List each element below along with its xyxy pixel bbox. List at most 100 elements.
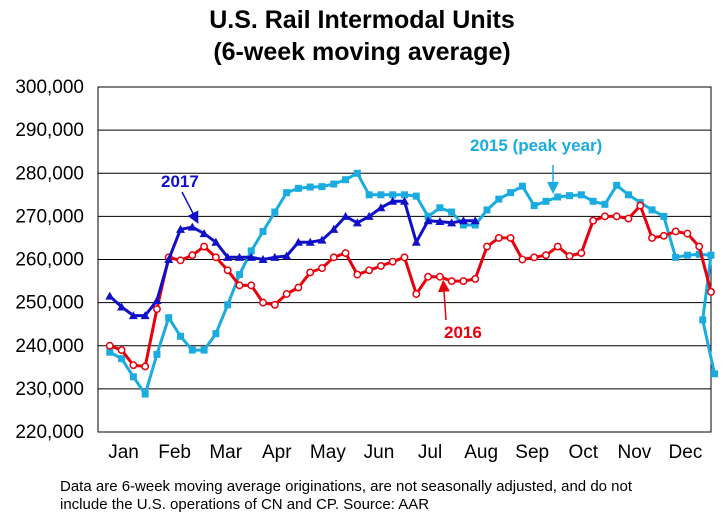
- x-tick-label: Feb: [158, 442, 191, 463]
- data-point: [612, 212, 621, 221]
- data-point: [483, 242, 491, 251]
- x-tick-label: Mar: [209, 442, 242, 463]
- data-point: [223, 266, 232, 275]
- data-point: [412, 192, 420, 200]
- data-point: [506, 233, 515, 242]
- y-tick-label: 280,000: [15, 163, 84, 184]
- data-point: [412, 290, 421, 298]
- chart-subtitle: (6-week moving average): [213, 38, 511, 66]
- x-tick-label: Sep: [515, 442, 549, 463]
- data-point: [118, 355, 126, 363]
- data-point: [117, 302, 127, 311]
- data-point: [165, 314, 173, 322]
- x-tick-label: Nov: [617, 442, 651, 463]
- data-point: [317, 235, 327, 244]
- arrow-2017: [181, 191, 199, 224]
- data-point: [388, 196, 398, 205]
- y-tick-label: 290,000: [15, 120, 84, 141]
- chart-title: U.S. Rail Intermodal Units: [209, 6, 515, 34]
- data-point: [352, 218, 362, 227]
- data-point: [542, 197, 550, 205]
- label-2015: 2015 (peak year): [470, 136, 602, 155]
- data-point: [235, 281, 244, 290]
- y-tick-label: 250,000: [15, 293, 84, 314]
- data-point: [306, 183, 314, 191]
- label-2017: 2017: [161, 172, 199, 191]
- data-point: [293, 237, 303, 246]
- data-point: [447, 277, 456, 286]
- data-point: [294, 283, 303, 292]
- data-point: [341, 249, 350, 257]
- x-tick-label: May: [310, 442, 346, 463]
- x-tick-label: Aug: [464, 442, 498, 463]
- data-point: [365, 191, 373, 199]
- data-point: [129, 373, 137, 381]
- data-point: [318, 183, 326, 191]
- data-point: [530, 202, 538, 210]
- data-point: [153, 350, 161, 358]
- data-point: [234, 252, 244, 261]
- data-point: [305, 237, 315, 246]
- data-point: [223, 252, 233, 261]
- data-point: [259, 227, 267, 235]
- data-point: [212, 330, 220, 338]
- data-point: [341, 211, 351, 220]
- x-axis-ticks: Jan Feb Mar Apr May Jun Jul Aug Sep Oct Nov Dec: [108, 442, 702, 463]
- data-point: [177, 332, 185, 340]
- data-point: [707, 251, 715, 259]
- data-point: [353, 169, 361, 177]
- data-point: [376, 203, 386, 212]
- data-point: [459, 277, 468, 286]
- data-point: [342, 176, 350, 184]
- arrow-2016: [438, 279, 451, 321]
- data-point: [247, 247, 255, 255]
- series-2017: [105, 196, 480, 320]
- data-point: [411, 237, 421, 246]
- data-point: [423, 216, 433, 225]
- data-point: [683, 251, 691, 259]
- data-point: [636, 201, 645, 210]
- footnote-line-2: include the U.S. operations of CN and CP…: [60, 496, 430, 513]
- data-point: [707, 287, 715, 296]
- data-point: [376, 262, 385, 270]
- data-point: [589, 197, 597, 205]
- series-line: [108, 199, 476, 318]
- data-point: [613, 181, 621, 189]
- data-point: [483, 206, 491, 214]
- data-point: [364, 211, 374, 220]
- data-point: [530, 253, 539, 262]
- data-point: [152, 305, 161, 314]
- data-point: [188, 251, 197, 260]
- y-axis-ticks: 220,000 230,000 240,000 250,000 260,000 270,0…: [15, 77, 84, 443]
- data-point: [400, 196, 409, 205]
- data-point: [671, 227, 680, 236]
- data-point: [141, 362, 150, 371]
- series-2015: [106, 169, 719, 398]
- data-point: [235, 271, 243, 279]
- data-point: [188, 346, 196, 354]
- data-point: [270, 300, 279, 309]
- data-point: [695, 242, 704, 251]
- label-2016: 2016: [444, 323, 482, 342]
- series-line: [109, 204, 713, 368]
- data-point: [624, 214, 633, 223]
- data-point: [660, 212, 668, 220]
- data-point: [494, 233, 503, 242]
- data-point: [141, 390, 149, 398]
- data-point: [282, 251, 292, 260]
- data-point: [683, 229, 692, 238]
- data-point: [200, 242, 209, 251]
- data-point: [435, 217, 445, 226]
- label-2015-bg: [466, 135, 614, 156]
- data-point: [589, 216, 598, 225]
- data-point: [565, 252, 574, 260]
- label-2016-bg: [438, 322, 490, 343]
- data-point: [377, 191, 385, 199]
- data-point: [140, 311, 150, 320]
- data-point: [672, 253, 680, 261]
- data-point: [458, 216, 468, 225]
- x-tick-label: Apr: [262, 442, 292, 463]
- data-point: [211, 237, 221, 246]
- data-point: [129, 361, 138, 370]
- series-2016: [105, 201, 715, 371]
